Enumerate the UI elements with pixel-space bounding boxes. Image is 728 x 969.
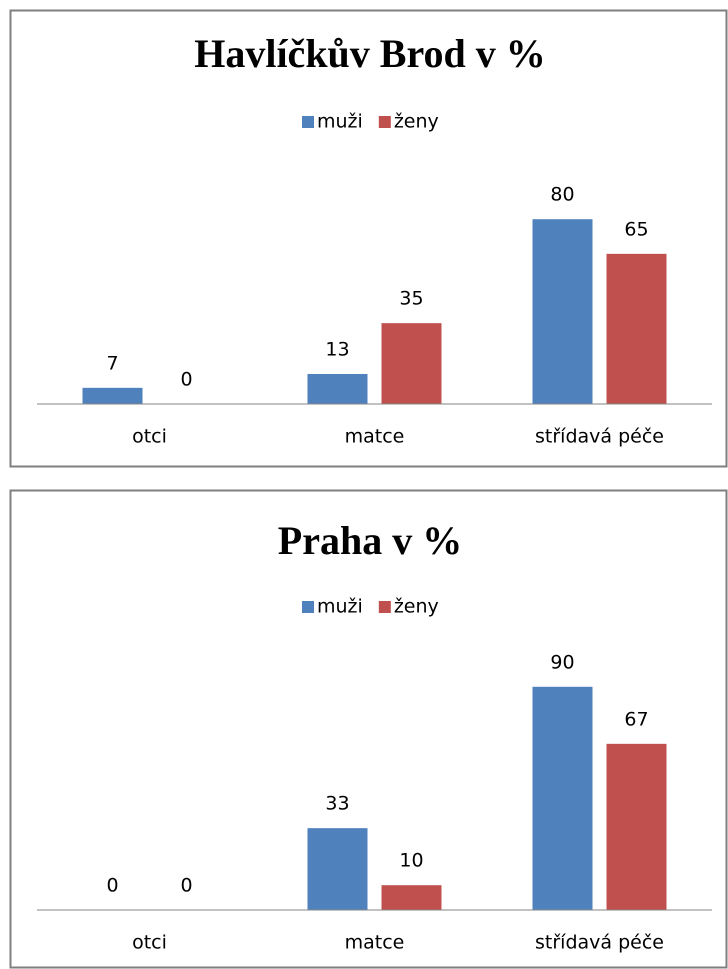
data-label: 33 [325,793,349,815]
x-tick-label: matce [345,426,405,448]
legend-swatch [302,601,314,613]
bar [381,323,442,404]
bar [381,885,442,910]
legend-swatch [378,601,391,613]
data-label: 7 [106,352,118,374]
chart-title: Praha v % [278,518,462,563]
legend-swatch [378,116,391,128]
x-tick-label: matce [345,932,405,954]
bar [606,253,667,404]
bar [307,828,368,910]
legend-label: muži [317,111,363,133]
data-label: 90 [550,651,574,673]
x-tick-label: otci [132,426,167,448]
bar [532,219,593,404]
x-tick-label: střídavá péče [535,426,664,448]
x-tick-label: střídavá péče [535,932,664,954]
data-label: 67 [624,708,648,730]
legend-swatch [302,116,314,128]
bar [307,373,368,404]
bar [606,743,667,910]
bar [82,387,143,404]
data-label: 65 [624,218,648,240]
data-label: 13 [325,338,349,360]
data-label: 0 [180,875,192,897]
data-label: 10 [399,850,423,872]
legend-label: ženy [394,596,439,618]
x-tick-label: otci [132,932,167,954]
data-label: 80 [550,184,574,206]
data-label: 0 [106,875,118,897]
data-label: 35 [399,288,423,310]
bar [532,686,593,910]
legend-label: muži [317,596,363,618]
data-label: 0 [180,369,192,391]
chart-title: Havlíčkův Brod v % [194,31,546,76]
legend-label: ženy [394,111,439,133]
